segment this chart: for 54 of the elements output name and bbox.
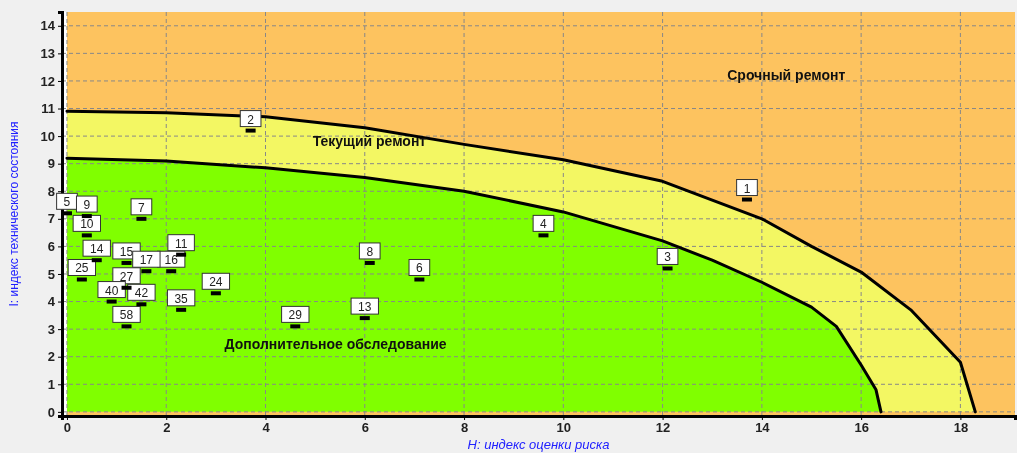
annotation: 2 — [247, 112, 255, 127]
annotation: 17 — [139, 253, 154, 268]
y-tick-label: 12 — [40, 73, 55, 89]
annotation: 35 — [174, 291, 189, 306]
annotation: 13 — [358, 300, 372, 315]
annotation: 15 — [119, 244, 134, 259]
y-tick-label: 9 — [47, 156, 55, 172]
annotation: 25 — [75, 261, 89, 276]
annotation: 58 — [119, 308, 134, 323]
y-tick-label: 5 — [47, 266, 55, 282]
y-tick-label: 14 — [40, 18, 56, 34]
annotation: 9 — [83, 198, 91, 213]
series-label: Текущий ремонт — [312, 133, 427, 150]
annotation: 10 — [80, 217, 94, 232]
band-label: Срочный ремонт — [727, 66, 846, 83]
annotation: 11 — [174, 236, 188, 251]
y-tick-label: 1 — [47, 376, 55, 392]
x-tick-label: 16 — [854, 420, 869, 436]
annotation: 14 — [90, 242, 104, 257]
annotation: 6 — [416, 261, 424, 276]
y-tick-label: 10 — [40, 128, 55, 144]
y-tick-label: 13 — [40, 46, 55, 62]
annotation: 24 — [209, 275, 223, 290]
annotation: 16 — [164, 253, 179, 268]
x-tick-label: 10 — [556, 420, 572, 436]
x-axis-title: H: индекс оценки риска — [467, 437, 610, 452]
y-tick-label: 4 — [47, 294, 56, 310]
y-tick-label: 7 — [47, 211, 55, 227]
y-tick-label: 11 — [41, 101, 55, 117]
x-tick-label: 8 — [460, 420, 469, 436]
annotation: 4 — [540, 217, 548, 232]
x-tick-label: 2 — [163, 420, 171, 436]
y-tick-label: 2 — [47, 349, 55, 365]
x-tick-label: 18 — [953, 420, 969, 436]
annotation: 42 — [134, 286, 149, 301]
annotation: 29 — [288, 308, 303, 323]
annotation: 5 — [63, 195, 71, 210]
y-tick-label: 8 — [47, 183, 55, 199]
x-tick-label: 14 — [755, 420, 771, 436]
x-tick-label: 0 — [63, 420, 72, 436]
annotation: 27 — [119, 269, 134, 284]
x-tick-label: 4 — [262, 420, 271, 436]
y-tick-label: 0 — [47, 404, 55, 420]
annotation: 8 — [366, 244, 374, 259]
y-tick-label: 6 — [47, 239, 55, 255]
y-axis-title: I: индекс технического состояния — [7, 121, 21, 307]
series-label: Дополнительное обследование — [224, 336, 447, 353]
annotation: 40 — [104, 283, 119, 298]
annotation: 1 — [743, 181, 751, 196]
x-tick-label: 6 — [361, 420, 369, 436]
annotation: 7 — [138, 200, 146, 215]
x-tick-label: 12 — [655, 420, 671, 436]
y-tick-label: 3 — [47, 321, 55, 337]
annotation: 3 — [664, 250, 672, 265]
